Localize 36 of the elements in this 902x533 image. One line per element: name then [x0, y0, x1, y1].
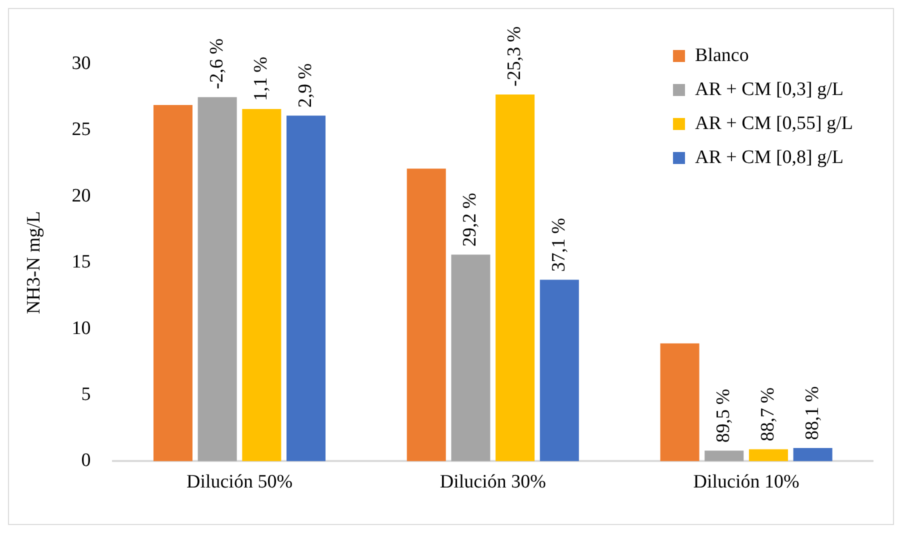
legend-label: AR + CM [0,55] g/L: [695, 113, 853, 135]
annotation: 89,5 %: [713, 388, 734, 443]
annotation: 88,7 %: [757, 387, 778, 442]
y-tick-label: 5: [81, 384, 91, 405]
legend-label: AR + CM [0,3] g/L: [695, 79, 844, 101]
x-tick-label: Dilución 30%: [440, 472, 546, 493]
y-tick-label: 20: [72, 185, 91, 206]
x-tick-label: Dilución 10%: [693, 472, 800, 493]
legend-label: Blanco: [695, 45, 749, 67]
bar: [242, 109, 282, 462]
bar: [496, 94, 535, 462]
annotation: -25,3 %: [504, 26, 526, 86]
y-tick-label: 15: [72, 252, 91, 273]
bar: [198, 97, 237, 462]
x-tick-label: Dilución 50%: [186, 472, 293, 493]
y-tick-label: 0: [81, 450, 91, 472]
bar: [793, 448, 832, 462]
bar: [286, 116, 326, 462]
annotation: 1,1 %: [250, 56, 272, 102]
annotation: 37,1 %: [548, 218, 570, 272]
bar: [660, 343, 700, 462]
bar: [451, 254, 490, 462]
y-tick-label: 10: [72, 318, 91, 339]
bar: [748, 449, 788, 462]
bar: [406, 168, 446, 462]
y-tick-label: 25: [72, 119, 91, 140]
bar: [153, 105, 192, 462]
bar: [704, 450, 744, 462]
legend-label: AR + CM [0,8] g/L: [695, 147, 844, 169]
y-tick-label: 30: [72, 52, 91, 74]
y-axis-title: NH3-N mg/L: [23, 211, 44, 314]
annotation: -2,6 %: [206, 38, 228, 90]
annotation: 2,9 %: [295, 63, 316, 108]
annotation: 88,1 %: [802, 386, 823, 440]
annotation: 29,2 %: [460, 192, 481, 247]
bar: [540, 280, 579, 462]
